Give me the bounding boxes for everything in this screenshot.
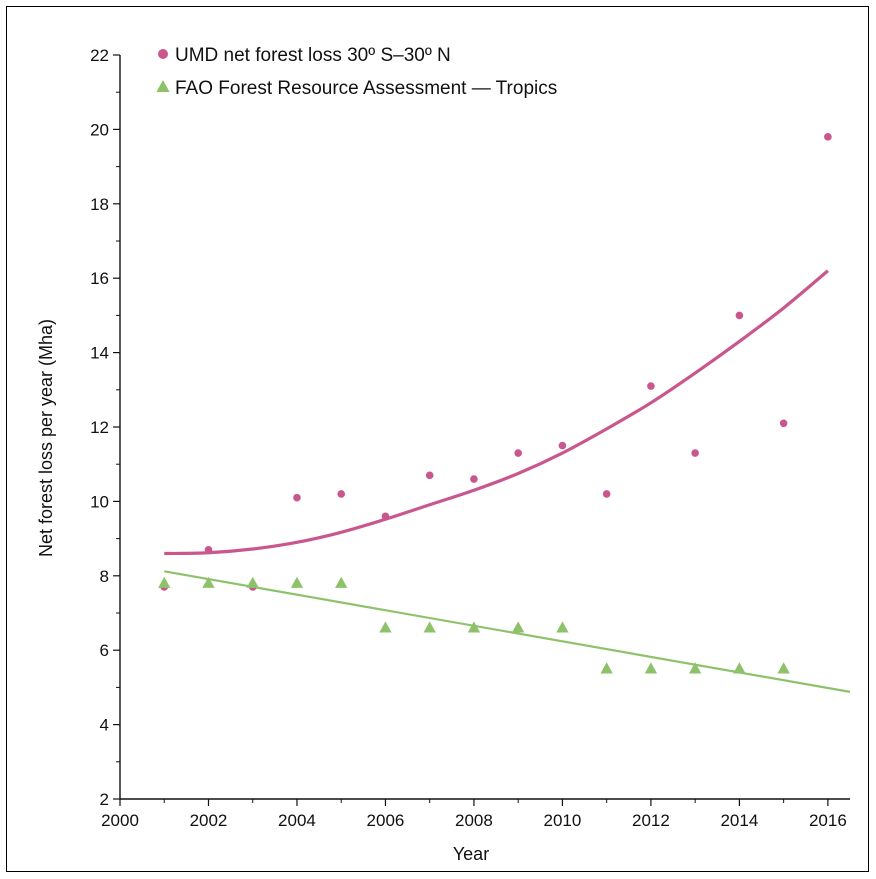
data-point-fao (379, 621, 392, 633)
trend-line-umd (164, 269, 829, 556)
data-point-umd (381, 512, 390, 521)
data-points (158, 133, 832, 674)
data-point-umd (779, 419, 788, 428)
x-tick-label: 2002 (190, 811, 228, 830)
data-point-umd (470, 475, 478, 483)
y-tick-label: 6 (100, 641, 109, 660)
legend-marker-fao (156, 80, 170, 93)
trend-line-fao (164, 570, 851, 693)
x-axis-title: Year (453, 844, 489, 864)
axes: 2 4 6 8 10 12 14 16 18 20 22 2000 2002 2004 2006 2008 20… (90, 46, 850, 830)
y-tick-label: 20 (90, 120, 109, 139)
data-point-fao (202, 576, 215, 588)
chart-frame (6, 6, 869, 872)
data-point-fao (600, 662, 613, 674)
data-point-umd (824, 133, 832, 141)
legend-label-fao: FAO Forest Resource Assessment — Tropics (175, 78, 557, 99)
data-point-umd (691, 449, 699, 457)
data-point-umd (514, 449, 522, 457)
y-tick-label: 18 (90, 195, 109, 214)
y-tick-label: 12 (90, 418, 109, 437)
data-point-fao (688, 662, 702, 674)
y-tick-label: 22 (90, 46, 109, 65)
data-point-fao (246, 576, 259, 588)
data-point-fao (556, 621, 569, 633)
data-point-umd (602, 490, 611, 498)
data-point-umd (558, 441, 567, 450)
y-tick-label: 4 (100, 716, 109, 735)
data-point-fao (512, 621, 525, 633)
trend-lines (164, 269, 851, 693)
x-tick-label: 2000 (101, 811, 139, 830)
x-tick-label: 2006 (367, 811, 405, 830)
legend-marker-umd (158, 49, 168, 59)
y-tick-label: 14 (90, 344, 109, 363)
legend-label-umd: UMD net forest loss 30º S–30º N (175, 45, 451, 66)
x-tick-label: 2004 (278, 811, 316, 830)
y-axis-title: Net forest loss per year (Mha) (36, 319, 56, 557)
x-tick-label: 2010 (544, 811, 582, 830)
x-tick-label: 2014 (720, 811, 758, 830)
x-tick-label: 2012 (632, 811, 670, 830)
y-tick-label: 10 (90, 492, 109, 511)
data-point-fao (777, 662, 790, 674)
data-point-fao (158, 576, 171, 588)
data-point-umd (735, 311, 744, 320)
data-point-umd (337, 490, 346, 498)
x-tick-label: 2008 (455, 811, 493, 830)
data-point-fao (467, 621, 481, 633)
data-point-fao (290, 576, 304, 588)
data-point-umd (425, 471, 434, 480)
x-tick-label: 2016 (809, 811, 847, 830)
data-point-fao (423, 621, 436, 633)
data-point-fao (644, 662, 658, 674)
data-point-umd (293, 493, 301, 502)
y-tick-label: 8 (100, 567, 109, 586)
y-tick-label: 16 (90, 269, 109, 288)
data-point-fao (733, 662, 746, 674)
legend: UMD net forest loss 30º S–30º N FAO Fores… (156, 45, 557, 99)
data-point-umd (647, 382, 655, 390)
y-tick-label: 2 (100, 790, 109, 809)
data-point-umd (204, 545, 213, 554)
data-point-fao (335, 576, 348, 588)
